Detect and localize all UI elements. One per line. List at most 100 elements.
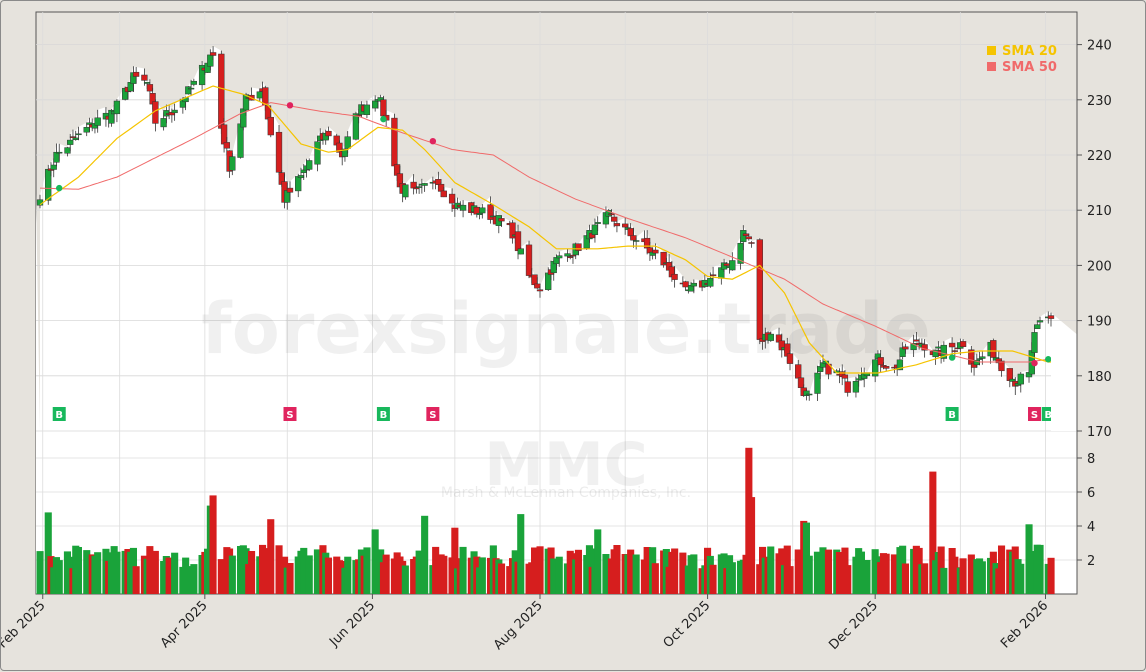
candle-body	[72, 137, 79, 140]
volume-bar	[267, 519, 275, 594]
volume-bar	[863, 560, 871, 594]
candle-body	[613, 223, 621, 227]
candle-body	[611, 216, 618, 222]
volume-bar	[451, 527, 459, 594]
signal-sell: S	[1028, 407, 1042, 421]
volume-bar	[536, 546, 544, 594]
candle-body	[402, 184, 409, 198]
volume-bar	[209, 495, 217, 594]
candle-body	[553, 257, 560, 265]
candle-body	[948, 342, 956, 348]
buy-crossover-marker	[1045, 356, 1052, 363]
candle-body	[45, 168, 52, 201]
candle-body	[487, 204, 494, 220]
candle-body	[415, 186, 423, 188]
legend-swatch-sma20	[987, 46, 996, 55]
candle-body	[709, 274, 717, 277]
candle-body	[64, 147, 71, 154]
volume-tick-label: 8	[1087, 452, 1095, 467]
candle-body	[795, 364, 802, 379]
volume-bar	[132, 566, 140, 594]
volume-bar	[978, 561, 986, 594]
candle-body	[902, 346, 909, 350]
candle-body	[841, 374, 849, 379]
candle-body	[556, 255, 563, 259]
volume-bar	[94, 552, 102, 594]
candle-body	[220, 124, 228, 145]
candle-body	[237, 123, 244, 158]
price-tick-label: 220	[1087, 149, 1112, 164]
signal-badge	[52, 407, 66, 421]
volume-bar	[421, 515, 429, 594]
candle-body	[86, 122, 93, 125]
signal-label: B	[1044, 410, 1052, 421]
candle-body	[814, 372, 821, 394]
candle-body	[748, 242, 755, 244]
candle-body	[803, 390, 810, 396]
candle-body	[1034, 324, 1041, 329]
time-tick-label: Oct 2025	[661, 598, 714, 651]
candle-body	[536, 289, 544, 292]
candle-body	[1031, 332, 1038, 353]
candle-body	[160, 118, 167, 128]
sell-crossover-marker	[429, 138, 437, 145]
candle-body	[306, 160, 313, 170]
candle-body	[707, 278, 714, 287]
volume-bar	[594, 529, 602, 594]
candle-body	[767, 333, 774, 341]
candle-body	[146, 84, 154, 92]
volume-bar	[574, 549, 582, 594]
candle-body	[806, 393, 813, 396]
signal-label: S	[1031, 410, 1038, 421]
candle-body	[723, 263, 730, 266]
volume-bar	[690, 554, 698, 594]
candle-body	[53, 151, 60, 163]
time-tick-label: Feb 2025	[1, 598, 49, 651]
watermark-symbol: MMC	[484, 430, 647, 500]
time-tick-label: Feb 2026	[998, 598, 1051, 651]
candle-body	[229, 156, 236, 171]
volume-bar	[709, 564, 717, 594]
time-tick-label: Dec 2025	[826, 598, 881, 653]
volume-bar	[613, 545, 621, 594]
signal-buy: B	[945, 407, 959, 421]
candle-body	[352, 113, 360, 140]
signal-sell: S	[426, 407, 440, 421]
volume-bar	[1047, 557, 1055, 594]
candle-body	[896, 359, 904, 371]
volume-bar	[1036, 544, 1044, 594]
candle-body	[459, 204, 467, 211]
candle-body	[844, 381, 851, 393]
candle-body	[910, 343, 917, 351]
volume-bar	[171, 552, 179, 594]
candle-body	[852, 381, 860, 393]
volume-bar	[748, 497, 756, 594]
volume-bar	[632, 554, 640, 594]
signal-label: B	[380, 410, 388, 421]
candle-body	[990, 340, 997, 358]
candle-body	[344, 136, 351, 149]
candle-body	[187, 87, 195, 90]
candle-body	[797, 377, 805, 388]
candle-body	[652, 249, 659, 254]
candle-body	[267, 116, 274, 136]
candle-body	[682, 281, 689, 288]
watermark-site: forexsignale.trade	[201, 288, 930, 370]
candle-body	[132, 71, 140, 77]
volume-bar	[382, 554, 390, 594]
volume-bar	[228, 555, 236, 594]
time-tick-label: Jun 2025	[326, 598, 378, 650]
candle-body	[786, 353, 794, 364]
candle-body	[633, 240, 640, 242]
candle-body	[69, 136, 77, 138]
volume-bar	[478, 557, 486, 594]
candle-body	[286, 187, 294, 193]
time-tick-label: Aug 2025	[491, 598, 546, 653]
candle-body	[413, 187, 420, 190]
volume-bar	[1017, 563, 1025, 594]
candle-body	[979, 356, 986, 359]
candle-body	[921, 344, 928, 351]
candle-body	[591, 224, 599, 235]
